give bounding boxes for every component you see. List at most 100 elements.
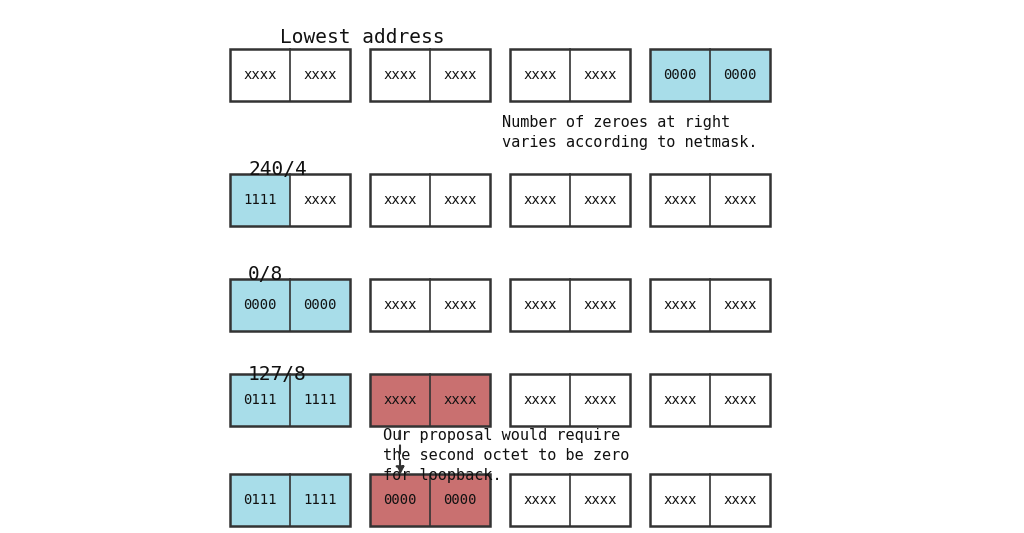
Bar [650,374,710,426]
Text: xxxx: xxxx [383,68,417,82]
Bar [510,279,570,331]
Bar [370,174,490,226]
Text: xxxx: xxxx [303,193,337,207]
Bar [230,49,290,101]
Bar [370,49,490,101]
Bar [230,474,290,526]
Text: 0111: 0111 [244,493,276,507]
Text: xxxx: xxxx [584,68,616,82]
Text: xxxx: xxxx [584,493,616,507]
Bar [370,474,490,526]
Bar [370,374,490,426]
Bar [650,174,710,226]
Bar [650,474,770,526]
Bar [230,279,350,331]
Bar [710,174,770,226]
Text: xxxx: xxxx [584,298,616,312]
Bar [290,49,350,101]
Bar [650,279,710,331]
Bar [230,49,350,101]
Text: 0000: 0000 [303,298,337,312]
Text: xxxx: xxxx [244,68,276,82]
Text: 1111: 1111 [303,393,337,407]
Text: xxxx: xxxx [523,193,557,207]
Bar [510,374,570,426]
Text: xxxx: xxxx [723,493,757,507]
Bar [230,474,350,526]
Bar [290,279,350,331]
Text: xxxx: xxxx [443,68,477,82]
Text: 0111: 0111 [244,393,276,407]
Text: 0000: 0000 [723,68,757,82]
Bar [570,174,630,226]
Text: xxxx: xxxx [664,298,696,312]
Text: 1111: 1111 [244,193,276,207]
Bar [510,474,630,526]
Text: 1111: 1111 [303,493,337,507]
Bar [710,474,770,526]
Bar [430,174,490,226]
Text: 127/8: 127/8 [248,365,307,384]
Bar [430,374,490,426]
Bar [650,279,770,331]
Bar [650,174,770,226]
Bar [430,474,490,526]
Bar [510,49,630,101]
Bar [710,49,770,101]
Bar [570,374,630,426]
Text: xxxx: xxxx [664,393,696,407]
Text: xxxx: xxxx [443,298,477,312]
Bar [430,49,490,101]
Bar [230,174,290,226]
Text: 240/4: 240/4 [248,160,307,179]
Text: xxxx: xxxx [723,393,757,407]
Text: 0000: 0000 [443,493,477,507]
Bar [230,374,350,426]
Bar [510,474,570,526]
Text: for loopback.: for loopback. [383,468,502,483]
Bar [510,279,630,331]
Bar [370,474,430,526]
Text: xxxx: xxxx [383,298,417,312]
Text: varies according to netmask.: varies according to netmask. [502,135,758,150]
Text: xxxx: xxxx [723,298,757,312]
Text: xxxx: xxxx [523,298,557,312]
Text: Number of zeroes at right: Number of zeroes at right [502,115,730,130]
Text: 0000: 0000 [383,493,417,507]
Text: xxxx: xxxx [443,393,477,407]
Text: Lowest address: Lowest address [280,28,444,47]
Text: xxxx: xxxx [523,493,557,507]
Bar [570,279,630,331]
Bar [370,279,430,331]
Bar [290,474,350,526]
Bar [650,374,770,426]
Text: 0000: 0000 [664,68,696,82]
Bar [650,49,770,101]
Text: Our proposal would require: Our proposal would require [383,428,621,443]
Bar [710,279,770,331]
Text: 0000: 0000 [244,298,276,312]
Text: xxxx: xxxx [443,193,477,207]
Bar [370,174,430,226]
Bar [230,174,350,226]
Text: xxxx: xxxx [523,393,557,407]
Bar [370,279,490,331]
Bar [370,49,430,101]
Bar [510,174,630,226]
Bar [430,279,490,331]
Bar [510,374,630,426]
Text: xxxx: xxxx [383,393,417,407]
Text: xxxx: xxxx [303,68,337,82]
Bar [230,279,290,331]
Bar [650,474,710,526]
Text: xxxx: xxxx [664,193,696,207]
Bar [650,49,710,101]
Text: xxxx: xxxx [383,193,417,207]
Text: xxxx: xxxx [664,493,696,507]
Text: xxxx: xxxx [584,393,616,407]
Bar [510,49,570,101]
Bar [510,174,570,226]
Bar [570,474,630,526]
Bar [570,49,630,101]
Text: 0/8: 0/8 [248,265,284,284]
